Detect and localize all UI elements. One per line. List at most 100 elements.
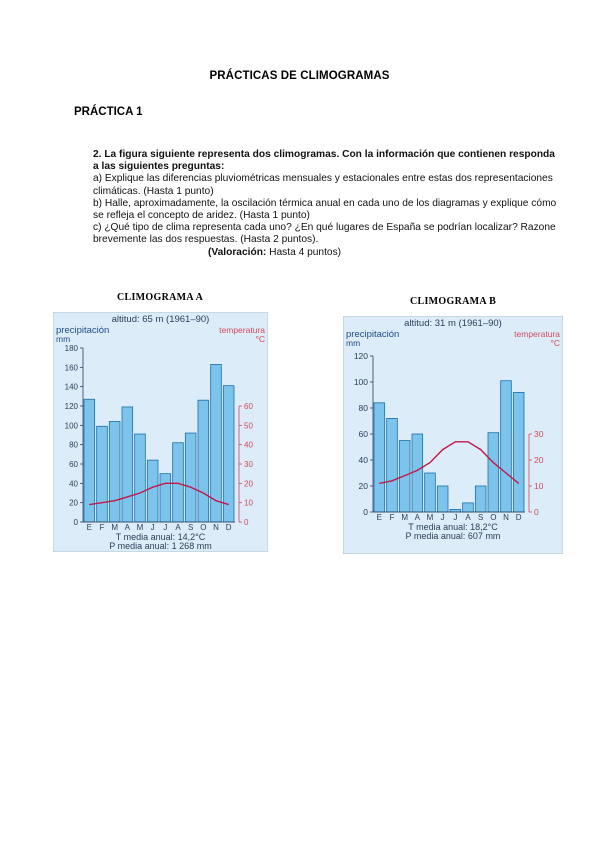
footer-mean-temp: T media anual: 14,2°C bbox=[116, 532, 206, 542]
question-item-b: b) Halle, aproximadamente, la oscilación… bbox=[93, 197, 557, 222]
precip-bar bbox=[222, 385, 235, 523]
score-value: Hasta 4 puntos) bbox=[269, 246, 342, 258]
right-axis-title: temperatura bbox=[514, 329, 560, 339]
precip-tick-label: 80 bbox=[359, 403, 369, 413]
month-label: M bbox=[111, 523, 118, 532]
precip-tick-label: 0 bbox=[74, 518, 79, 527]
temperature-line bbox=[379, 441, 520, 485]
month-label: O bbox=[200, 523, 206, 532]
chart-a-title: CLIMOGRAMA A bbox=[117, 292, 204, 303]
month-label: E bbox=[87, 523, 92, 532]
precip-tick-label: 100 bbox=[65, 421, 79, 430]
temp-tick-label: 30 bbox=[534, 429, 544, 439]
month-label: J bbox=[441, 513, 445, 522]
right-axis-unit: °C bbox=[550, 338, 560, 348]
month-label: S bbox=[478, 513, 483, 522]
month-label: F bbox=[100, 523, 105, 532]
precip-bar bbox=[474, 485, 487, 513]
precip-tick-label: 80 bbox=[69, 441, 78, 450]
precip-bar bbox=[159, 473, 172, 523]
left-axis-title: precipitación bbox=[56, 325, 109, 336]
chart-b-title: CLIMOGRAMA B bbox=[410, 296, 497, 307]
month-label: A bbox=[465, 513, 471, 522]
chart-header: altitud: 65 m (1961–90) bbox=[112, 314, 210, 325]
precip-bar bbox=[424, 472, 436, 513]
month-label: A bbox=[175, 523, 181, 532]
precip-bar bbox=[487, 432, 500, 513]
precip-bar bbox=[172, 442, 184, 523]
precip-bar bbox=[197, 399, 210, 523]
left-axis-title: precipitación bbox=[346, 329, 399, 340]
precip-bar bbox=[373, 402, 386, 513]
month-label: D bbox=[516, 513, 522, 522]
precip-bar bbox=[386, 418, 398, 513]
chart-header: altitud: 31 m (1961–90) bbox=[404, 318, 502, 329]
question-score: (Valoración: Hasta 4 puntos) bbox=[93, 247, 563, 259]
precip-tick-label: 100 bbox=[354, 377, 368, 387]
footer-mean-precip: P media anual: 607 mm bbox=[406, 531, 501, 541]
precip-tick-label: 40 bbox=[359, 455, 369, 465]
month-label: M bbox=[137, 523, 144, 532]
precip-bar bbox=[512, 392, 525, 513]
precip-bar bbox=[134, 433, 146, 523]
temperature-line bbox=[89, 482, 229, 506]
precip-tick-label: 20 bbox=[69, 499, 78, 508]
precip-tick-label: 120 bbox=[65, 402, 79, 411]
temp-tick-label: 10 bbox=[244, 499, 253, 508]
month-label: M bbox=[427, 513, 434, 522]
temp-tick-label: 40 bbox=[244, 441, 253, 450]
precip-tick-label: 0 bbox=[363, 507, 368, 517]
temp-tick-label: 60 bbox=[244, 402, 253, 411]
precip-bar bbox=[411, 433, 424, 513]
precip-tick-label: 120 bbox=[354, 351, 368, 361]
temp-tick-label: 30 bbox=[244, 460, 253, 469]
precip-tick-label: 180 bbox=[65, 344, 79, 353]
month-label: F bbox=[390, 513, 395, 522]
month-label: J bbox=[163, 523, 167, 532]
month-label: N bbox=[213, 523, 219, 532]
precip-bar bbox=[436, 485, 449, 513]
question-item-a: a) Explique las diferencias pluviométric… bbox=[93, 173, 553, 197]
temp-tick-label: 50 bbox=[244, 421, 253, 430]
precip-tick-label: 40 bbox=[69, 479, 78, 488]
temp-tick-label: 10 bbox=[534, 481, 544, 491]
temp-tick-label: 0 bbox=[244, 518, 249, 527]
right-axis-unit: °C bbox=[255, 334, 265, 344]
month-label: A bbox=[125, 523, 131, 532]
precip-bar bbox=[184, 432, 197, 523]
month-label: J bbox=[151, 523, 155, 532]
precip-tick-label: 20 bbox=[359, 481, 369, 491]
precip-bar bbox=[108, 421, 121, 523]
precip-bar bbox=[121, 406, 134, 523]
footer-mean-temp: T media anual: 18,2°C bbox=[408, 522, 498, 532]
left-axis-unit: mm bbox=[346, 338, 360, 348]
document-title: PRÁCTICAS DE CLIMOGRAMAS bbox=[209, 70, 390, 82]
precip-bar bbox=[96, 425, 108, 523]
precip-bar bbox=[500, 380, 512, 513]
month-label: M bbox=[401, 513, 408, 522]
question-item-c: c) ¿Qué tipo de clima representa cada un… bbox=[93, 222, 556, 246]
left-axis-unit: mm bbox=[56, 334, 70, 344]
month-label: E bbox=[377, 513, 382, 522]
footer-mean-precip: P media anual: 1 268 mm bbox=[109, 541, 211, 551]
precip-tick-label: 60 bbox=[359, 429, 369, 439]
month-label: N bbox=[503, 513, 509, 522]
temp-tick-label: 20 bbox=[244, 479, 253, 488]
month-label: S bbox=[188, 523, 193, 532]
precip-bar bbox=[462, 502, 474, 513]
question-intro: 2. La figura siguiente representa dos cl… bbox=[93, 149, 555, 173]
month-label: A bbox=[415, 513, 421, 522]
month-label: J bbox=[453, 513, 457, 522]
score-label: (Valoración: bbox=[208, 246, 267, 258]
temp-tick-label: 0 bbox=[534, 507, 539, 517]
right-axis-title: temperatura bbox=[219, 325, 265, 335]
precip-bar bbox=[146, 459, 159, 523]
precip-tick-label: 160 bbox=[65, 363, 79, 372]
section-title: PRÁCTICA 1 bbox=[74, 106, 143, 118]
month-label: O bbox=[490, 513, 496, 522]
temp-tick-label: 20 bbox=[534, 455, 544, 465]
question-block: 2. La figura siguiente representa dos cl… bbox=[93, 149, 563, 259]
precip-tick-label: 60 bbox=[69, 460, 78, 469]
